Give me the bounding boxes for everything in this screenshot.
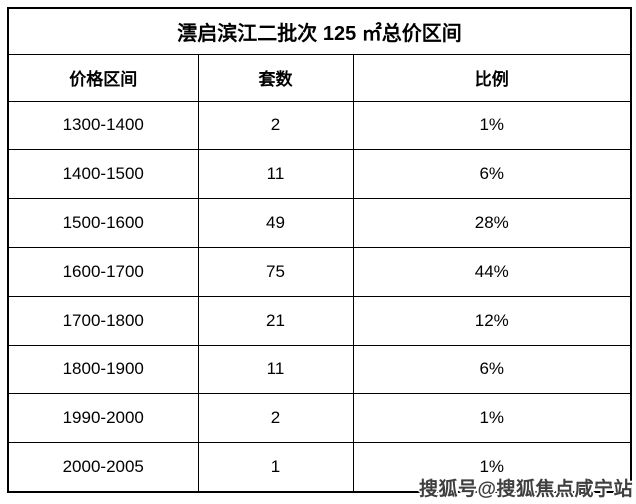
ratio-cell: 1% bbox=[352, 442, 632, 493]
table-row: 1400-1500 11 6% bbox=[7, 149, 632, 200]
price-distribution-table: 澐启滨江二批次 125 ㎡总价区间 价格区间 套数 比例 1300-1400 2… bbox=[7, 7, 633, 493]
unit-count-cell: 75 bbox=[197, 246, 354, 297]
ratio-cell: 1% bbox=[352, 393, 632, 444]
price-range-cell: 1700-1800 bbox=[7, 295, 199, 346]
table-row: 1500-1600 49 28% bbox=[7, 198, 632, 248]
table-row: 1800-1900 11 6% bbox=[7, 344, 632, 395]
header-unit-count: 套数 bbox=[197, 53, 354, 102]
price-range-cell: 1800-1900 bbox=[7, 344, 199, 395]
price-range-cell: 1990-2000 bbox=[7, 393, 199, 444]
unit-count-cell: 49 bbox=[197, 198, 354, 248]
table-title-row: 澐启滨江二批次 125 ㎡总价区间 bbox=[7, 7, 632, 55]
price-range-cell: 1600-1700 bbox=[7, 246, 199, 297]
ratio-cell: 6% bbox=[352, 149, 632, 200]
unit-count-cell: 1 bbox=[197, 442, 354, 493]
price-range-cell: 2000-2005 bbox=[7, 442, 199, 493]
price-range-cell: 1400-1500 bbox=[7, 149, 199, 200]
header-ratio: 比例 bbox=[352, 53, 632, 102]
table-row: 1700-1800 21 12% bbox=[7, 295, 632, 346]
unit-count-cell: 2 bbox=[197, 100, 354, 151]
table-row: 1300-1400 2 1% bbox=[7, 100, 632, 151]
unit-count-cell: 21 bbox=[197, 295, 354, 346]
price-range-cell: 1500-1600 bbox=[7, 198, 199, 248]
ratio-cell: 1% bbox=[352, 100, 632, 151]
unit-count-cell: 2 bbox=[197, 393, 354, 444]
table-row: 1600-1700 75 44% bbox=[7, 246, 632, 297]
watermark-sohu-account: 搜狐号@搜狐焦点咸宁站 bbox=[418, 479, 633, 500]
header-price-range: 价格区间 bbox=[7, 53, 199, 102]
unit-count-cell: 11 bbox=[197, 344, 354, 395]
table-row: 1990-2000 2 1% bbox=[7, 393, 632, 444]
ratio-cell: 6% bbox=[352, 344, 632, 395]
ratio-cell: 44% bbox=[352, 246, 632, 297]
table-title: 澐启滨江二批次 125 ㎡总价区间 bbox=[7, 7, 632, 55]
unit-count-cell: 11 bbox=[197, 149, 354, 200]
ratio-cell: 28% bbox=[352, 198, 632, 248]
ratio-cell: 12% bbox=[352, 295, 632, 346]
table-row: 2000-2005 1 1% bbox=[7, 442, 632, 493]
table-header-row: 价格区间 套数 比例 bbox=[7, 53, 632, 102]
price-range-cell: 1300-1400 bbox=[7, 100, 199, 151]
